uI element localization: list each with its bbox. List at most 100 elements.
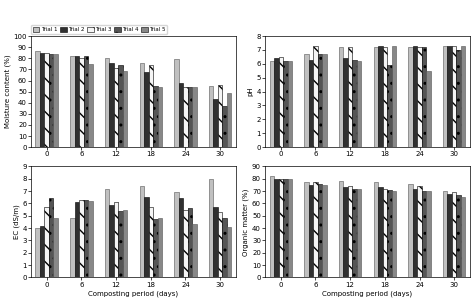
- Bar: [114, 68, 118, 147]
- Y-axis label: Moisture content (%): Moisture content (%): [4, 55, 11, 129]
- Bar: [36, 228, 40, 278]
- Bar: [452, 46, 456, 147]
- Bar: [144, 72, 148, 147]
- Bar: [70, 218, 74, 278]
- Bar: [183, 87, 188, 147]
- X-axis label: Composting period (days): Composting period (days): [322, 290, 412, 297]
- Bar: [417, 47, 422, 147]
- Bar: [118, 211, 123, 278]
- Bar: [357, 189, 362, 278]
- Bar: [209, 86, 213, 147]
- Bar: [148, 207, 153, 278]
- Bar: [408, 47, 413, 147]
- Bar: [70, 56, 74, 147]
- Y-axis label: EC (dS/m): EC (dS/m): [13, 204, 19, 239]
- Bar: [109, 205, 114, 278]
- Bar: [426, 71, 431, 147]
- Bar: [443, 191, 447, 278]
- Bar: [422, 47, 426, 147]
- Bar: [339, 181, 343, 278]
- Bar: [383, 47, 387, 147]
- Bar: [36, 51, 40, 147]
- Bar: [74, 202, 79, 278]
- Bar: [313, 182, 318, 278]
- Bar: [270, 176, 274, 278]
- Bar: [157, 87, 162, 147]
- Y-axis label: Organic matter (%): Organic matter (%): [243, 188, 249, 256]
- Bar: [408, 184, 413, 278]
- Bar: [105, 58, 109, 147]
- X-axis label: Composting period (days): Composting period (days): [88, 290, 179, 297]
- Bar: [188, 208, 192, 278]
- Bar: [123, 70, 128, 147]
- Bar: [222, 106, 227, 147]
- Bar: [183, 209, 188, 278]
- Bar: [227, 93, 231, 147]
- Bar: [79, 58, 84, 147]
- Bar: [188, 87, 192, 147]
- Bar: [283, 179, 288, 278]
- Bar: [392, 46, 396, 147]
- Bar: [88, 201, 93, 278]
- Bar: [313, 46, 318, 147]
- Bar: [218, 212, 222, 278]
- Legend: Trial 1, Trial 2, Trial 3, Trial 4, Trial 5: Trial 1, Trial 2, Trial 3, Trial 4, Tria…: [31, 25, 167, 34]
- Bar: [383, 189, 387, 278]
- Bar: [348, 186, 352, 278]
- Bar: [322, 54, 327, 147]
- Bar: [49, 54, 54, 147]
- Bar: [218, 85, 222, 147]
- Bar: [374, 182, 378, 278]
- Bar: [274, 179, 279, 278]
- Bar: [279, 179, 283, 278]
- Bar: [157, 218, 162, 278]
- Bar: [348, 47, 352, 147]
- Bar: [213, 99, 218, 147]
- Bar: [318, 184, 322, 278]
- Bar: [279, 57, 283, 147]
- Bar: [54, 218, 58, 278]
- Bar: [123, 209, 128, 278]
- Bar: [283, 61, 288, 147]
- Bar: [192, 87, 197, 147]
- Bar: [288, 179, 292, 278]
- Bar: [45, 207, 49, 278]
- Bar: [304, 182, 309, 278]
- Bar: [443, 46, 447, 147]
- Bar: [192, 224, 197, 278]
- Bar: [309, 185, 313, 278]
- Bar: [79, 200, 84, 278]
- Bar: [270, 61, 274, 147]
- Bar: [179, 198, 183, 278]
- Bar: [413, 189, 417, 278]
- Bar: [105, 189, 109, 278]
- Bar: [148, 65, 153, 147]
- Bar: [84, 56, 88, 147]
- Bar: [274, 58, 279, 147]
- Bar: [378, 187, 383, 278]
- Bar: [139, 186, 144, 278]
- Bar: [322, 185, 327, 278]
- Bar: [374, 47, 378, 147]
- Bar: [45, 53, 49, 147]
- Bar: [343, 58, 348, 147]
- Bar: [40, 225, 45, 278]
- Bar: [452, 192, 456, 278]
- Bar: [422, 191, 426, 278]
- Y-axis label: pH: pH: [248, 87, 254, 96]
- Bar: [139, 63, 144, 147]
- Bar: [54, 54, 58, 147]
- Bar: [213, 207, 218, 278]
- Bar: [209, 179, 213, 278]
- Bar: [114, 202, 118, 278]
- Bar: [309, 60, 313, 147]
- Bar: [153, 219, 157, 278]
- Bar: [392, 191, 396, 278]
- Bar: [288, 61, 292, 147]
- Bar: [179, 83, 183, 147]
- Bar: [49, 198, 54, 278]
- Bar: [222, 218, 227, 278]
- Bar: [153, 86, 157, 147]
- Bar: [304, 54, 309, 147]
- Bar: [352, 189, 357, 278]
